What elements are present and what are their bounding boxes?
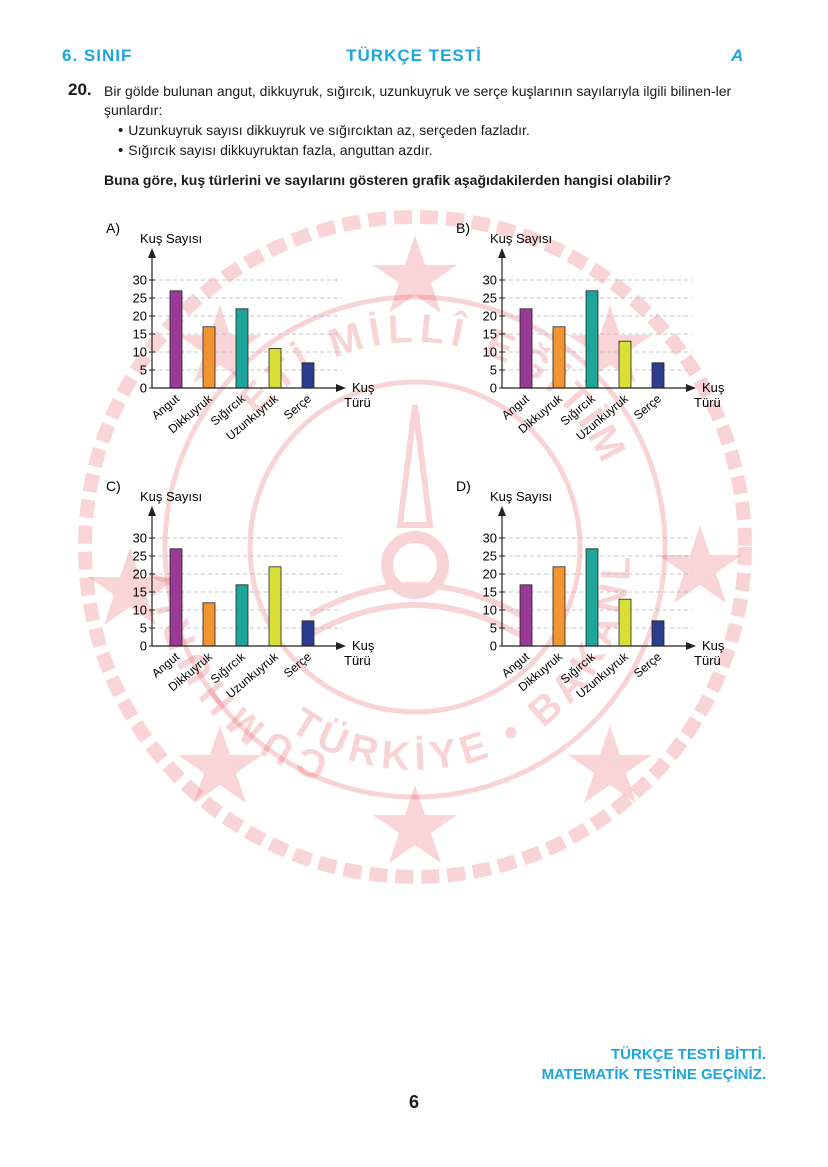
page-number: 6 [408,1092,419,1112]
y-tick-label: 15 [133,327,147,342]
question-text: Bir gölde bulunan angut, dikkuyruk, sığı… [104,83,732,118]
option-label: B) [456,220,470,236]
y-tick-label: 25 [483,291,497,306]
x-axis-title: Kuş [702,638,725,653]
bar-1 [552,566,566,647]
bar-2 [585,548,599,647]
x-axis-arrow [336,384,346,392]
bullet-text: Uzunkuyruk sayısı dikkuyruk ve sığırcıkt… [128,122,530,138]
y-axis-title: Kuş Sayısı [140,489,202,504]
x-axis-title: Türü [344,395,371,410]
y-tick-label: 30 [133,273,147,288]
option-label: D) [456,478,471,494]
y-tick-label: 20 [483,567,497,582]
option-a-chart[interactable]: A) Kuş Sayısı 0 5 10 15 20 25 30 Angut Dikkuyruk Sı… [100,218,440,458]
bar-chart: C)Kuş Sayısı051015202530AngutDikkuyrukSı… [106,478,375,701]
y-tick-label: 5 [490,363,497,378]
y-tick-label: 0 [140,639,147,654]
y-tick-label: 10 [483,603,497,618]
x-axis-title: Türü [694,395,721,410]
footer-next-test: MATEMATİK TESTİNE GEÇİNİZ. [541,1066,766,1083]
bar-0 [519,308,533,389]
y-tick-label: 30 [483,273,497,288]
y-axis-arrow [148,248,156,258]
y-tick-label: 0 [490,639,497,654]
bar-chart: A)Kuş Sayısı051015202530AngutDikkuyrukSı… [106,220,375,443]
y-axis-title: Kuş Sayısı [490,489,552,504]
y-axis-arrow [498,506,506,516]
category-label: Serçe [281,391,314,422]
y-tick-label: 15 [483,585,497,600]
y-tick-label: 10 [133,345,147,360]
bullet-item: • Uzunkuyruk sayısı dikkuyruk ve sığırcık… [118,122,530,139]
y-tick-label: 25 [133,549,147,564]
footer-test-end: TÜRKÇE TESTİ BİTTİ. [611,1046,766,1063]
y-tick-label: 30 [483,531,497,546]
bar-chart: D)Kuş Sayısı051015202530AngutDikkuyrukSı… [456,478,725,701]
y-axis-arrow [148,506,156,516]
y-tick-label: 5 [490,621,497,636]
bullet-item: • Sığırcık sayısı dikkuyruktan fazla, ang… [118,142,433,159]
question-number: 20. [68,80,92,99]
category-label: Serçe [281,649,314,680]
option-c-chart[interactable]: C) Kuş Sayısı 0 5 10 15 20 25 30 Angut Dikkuyruk Sı… [100,476,440,716]
bar-0 [169,290,183,389]
x-axis-arrow [686,384,696,392]
y-tick-label: 5 [140,621,147,636]
bar-4 [301,362,315,389]
question-prompt: Buna göre, kuş türlerini ve sayılarını g… [104,172,672,188]
y-tick-label: 20 [133,567,147,582]
y-tick-label: 0 [140,381,147,396]
bar-3 [268,566,282,647]
bar-0 [169,548,183,647]
test-title: TÜRKÇE TESTİ [346,46,482,65]
bar-4 [651,620,665,647]
y-axis-title: Kuş Sayısı [140,231,202,246]
y-tick-label: 30 [133,531,147,546]
option-label: C) [106,478,121,494]
y-tick-label: 15 [483,327,497,342]
y-axis-arrow [498,248,506,258]
x-axis-title: Türü [344,653,371,668]
bar-3 [618,340,632,389]
x-axis-title: Türü [694,653,721,668]
bar-0 [519,584,533,647]
category-label: Serçe [631,391,664,422]
bar-3 [268,347,282,389]
bar-4 [301,620,315,647]
bar-1 [202,602,216,647]
x-axis-arrow [336,642,346,650]
y-tick-label: 10 [483,345,497,360]
y-tick-label: 25 [483,549,497,564]
bullet-dot: • [118,142,124,159]
option-label: A) [106,220,120,236]
x-axis-title: Kuş [352,380,375,395]
y-axis-title: Kuş Sayısı [490,231,552,246]
bar-chart: B)Kuş Sayısı051015202530AngutDikkuyrukSı… [456,220,725,443]
category-label: Serçe [631,649,664,680]
bar-1 [202,326,216,389]
bar-1 [552,326,566,389]
bar-4 [651,362,665,389]
bullet-text: Sığırcık sayısı dikkuyruktan fazla, angu… [128,142,433,158]
y-tick-label: 0 [490,381,497,396]
x-axis-arrow [686,642,696,650]
x-axis-title: Kuş [702,380,725,395]
bar-3 [618,598,632,647]
y-tick-label: 20 [133,309,147,324]
x-axis-title: Kuş [352,638,375,653]
y-tick-label: 5 [140,363,147,378]
option-b-chart[interactable]: B) Kuş Sayısı 0 5 10 15 20 25 30 Angut Dikkuyruk Sı… [450,218,790,458]
y-tick-label: 25 [133,291,147,306]
bullet-dot: • [118,122,124,139]
bar-2 [585,290,599,389]
y-tick-label: 20 [483,309,497,324]
grade-label: 6. SINIF [62,46,133,65]
y-tick-label: 10 [133,603,147,618]
y-tick-label: 15 [133,585,147,600]
booklet-type: A [731,46,744,65]
bar-2 [235,584,249,647]
option-d-chart[interactable]: D) Kuş Sayısı 0 5 10 15 20 25 30 Angut Dikkuyruk Sı… [450,476,790,716]
bar-2 [235,308,249,389]
